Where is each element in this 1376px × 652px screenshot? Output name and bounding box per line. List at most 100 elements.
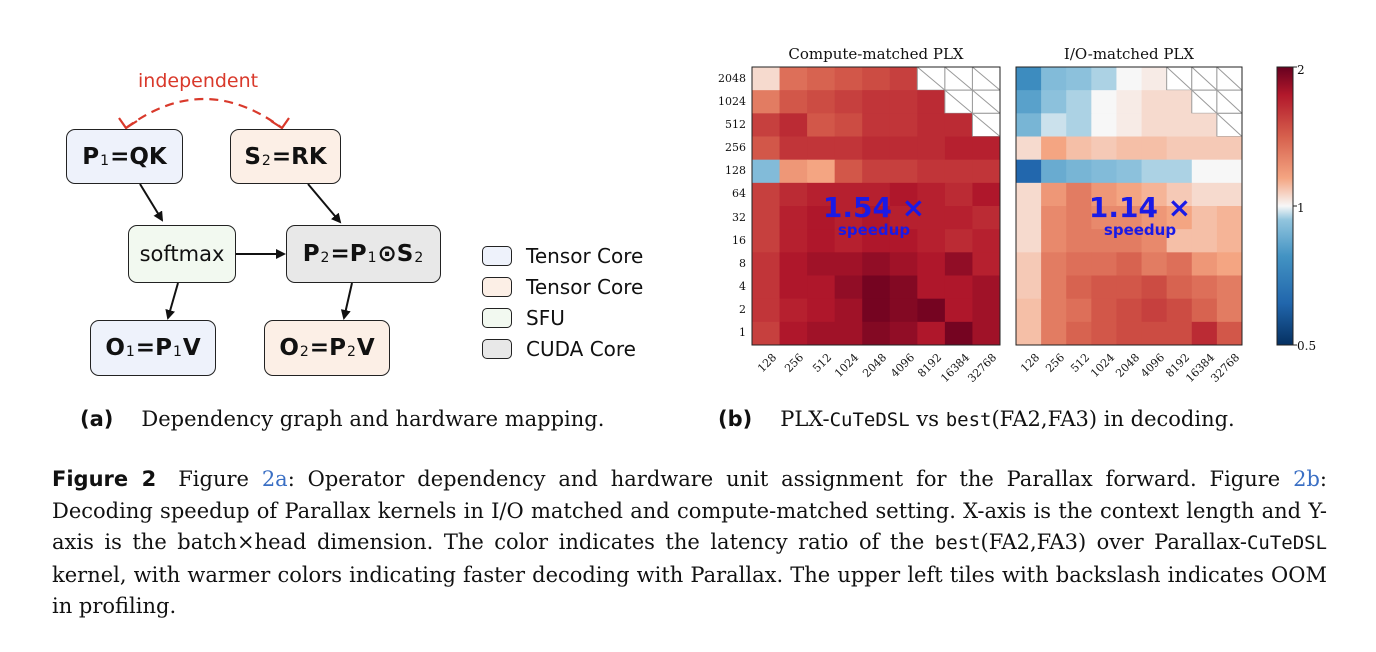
- heatmap-cell: [779, 90, 808, 114]
- heatmap-cell: [862, 275, 891, 300]
- heatmap-cell: [1066, 67, 1092, 91]
- heatmap-cell: [779, 321, 808, 346]
- heatmap-cell: [862, 159, 891, 184]
- heatmap-cell: [807, 159, 836, 184]
- figure-ref-2b[interactable]: 2b: [1293, 467, 1320, 491]
- heatmap-cell: [1141, 321, 1168, 346]
- heatmap-cell: [1166, 275, 1193, 300]
- heatmap-cell: [944, 136, 973, 161]
- heatmap-cell: [944, 275, 973, 300]
- oom-backslash: [972, 66, 1001, 91]
- heatmap-cell: [1016, 113, 1042, 137]
- heatmap-cell: [1091, 90, 1117, 114]
- arrow-p1-softmax: [139, 183, 164, 222]
- legend-swatch: [482, 308, 512, 328]
- heatmap-cell: [917, 159, 946, 184]
- heatmap-cell: [1116, 159, 1143, 184]
- heatmap-title-compute: Compute-matched PLX: [788, 45, 964, 63]
- heatmap-cell: [779, 113, 808, 137]
- heatmap-cell: [1091, 67, 1117, 91]
- heatmap-cell: [779, 252, 808, 276]
- heatmap-cell: [1016, 252, 1042, 276]
- heatmap-cell: [1166, 252, 1193, 276]
- heatmap-cell: [889, 90, 918, 114]
- heatmap-cell: [972, 229, 1001, 253]
- heatmap-cell: [889, 159, 918, 184]
- heatmap-cell: [807, 136, 836, 161]
- heatmap-cell: [917, 275, 946, 300]
- heatmap-cell: [1116, 206, 1143, 230]
- y-tick-label: 512: [725, 117, 746, 131]
- heatmap-cell: [862, 113, 891, 137]
- heatmap-cell: [834, 113, 863, 137]
- oom-backslash: [1166, 66, 1193, 91]
- heatmap-title-io: I/O-matched PLX: [1063, 45, 1195, 63]
- heatmap-cell: [1041, 229, 1067, 253]
- heatmap-cell: [972, 275, 1001, 300]
- heatmap-cell: [1091, 229, 1117, 253]
- heatmap-cell: [1141, 206, 1168, 230]
- figure-ref-2a[interactable]: 2a: [261, 467, 288, 491]
- heatmap-cell: [1141, 67, 1168, 91]
- heatmap-cell: [1216, 182, 1243, 207]
- heatmap-cell: [1191, 206, 1218, 230]
- heatmap-cell: [917, 182, 946, 207]
- heatmap-cell: [1041, 113, 1067, 137]
- heatmap-cell: [1066, 90, 1092, 114]
- heatmap-cell: [807, 229, 836, 253]
- heatmap-cell: [889, 275, 918, 300]
- heatmap-cell: [1016, 90, 1042, 114]
- heatmap-cell: [1191, 229, 1218, 253]
- speedup-annotation-io: 1.14 × speedup: [1088, 191, 1192, 239]
- heatmap-cell: [889, 136, 918, 161]
- y-tick-label: 64: [732, 187, 746, 201]
- arrow-softmax-o1: [165, 282, 179, 320]
- heatmap-cell: [834, 90, 863, 114]
- heatmap-cell: [1116, 229, 1143, 253]
- heatmap-cell: [752, 90, 781, 114]
- legend-swatch: [482, 277, 512, 297]
- heatmap-cell: [944, 252, 973, 276]
- oom-backslash: [944, 66, 973, 91]
- heatmap-cell: [862, 229, 891, 253]
- oom-backslash: [1216, 66, 1243, 91]
- heatmap-cell: [807, 275, 836, 300]
- oom-backslash: [1216, 112, 1243, 137]
- heatmap-cell: [807, 252, 836, 276]
- heatmap-cell: [917, 252, 946, 276]
- heatmap-cell: [1016, 321, 1042, 346]
- heatmap-cell: [1091, 159, 1117, 184]
- oom-backslash: [1191, 89, 1218, 114]
- heatmap-cell: [862, 90, 891, 114]
- heatmap-cell: [1091, 182, 1117, 207]
- heatmap-cell: [917, 113, 946, 137]
- arrow-s2-p2: [307, 183, 342, 224]
- heatmap-cell: [807, 90, 836, 114]
- heatmap-cell: [1216, 136, 1243, 161]
- heatmap-cell: [1166, 298, 1193, 323]
- heatmap-cell: [889, 252, 918, 276]
- heatmap-cell: [972, 206, 1001, 230]
- heatmap-cell: [834, 67, 863, 91]
- heatmap-cell: [1166, 90, 1193, 114]
- heatmap-cell: [1016, 298, 1042, 323]
- heatmap-cell: [1191, 182, 1218, 207]
- colorbar-tick-max: 2: [1297, 63, 1305, 77]
- heatmap-cell: [752, 206, 781, 230]
- heatmap-cell: [1041, 275, 1067, 300]
- heatmap-cell: [779, 275, 808, 300]
- heatmap-cell: [917, 90, 946, 114]
- heatmap-cell: [1216, 298, 1243, 323]
- heatmap-cell: [1041, 182, 1067, 207]
- y-tick-label: 256: [725, 141, 746, 155]
- heatmap-cell: [1066, 252, 1092, 276]
- heatmap-cell: [1066, 159, 1092, 184]
- heatmap-cell: [862, 136, 891, 161]
- heatmap-cell: [1141, 182, 1168, 207]
- heatmap-cell: [1166, 321, 1193, 346]
- heatmap-cell: [972, 182, 1001, 207]
- heatmap-cell: [862, 206, 891, 230]
- heatmap-cell: [1016, 67, 1042, 91]
- heatmap-cell: [862, 298, 891, 323]
- y-tick-label: 16: [732, 233, 746, 247]
